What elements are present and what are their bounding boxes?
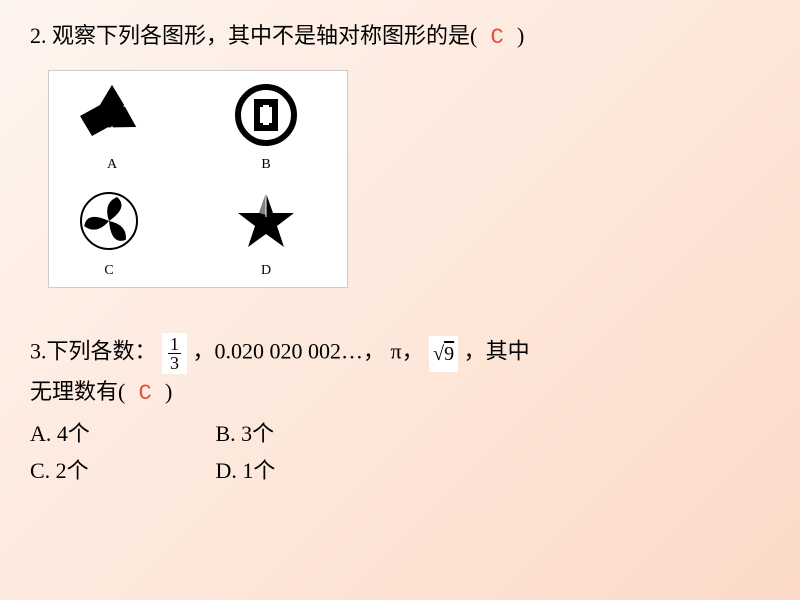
figure-b: B: [234, 83, 298, 173]
option-a: A. 4个: [30, 416, 210, 448]
q3-line2-suffix: ): [165, 379, 172, 404]
q3-options-row2: C. 2个 D. 1个: [30, 453, 770, 485]
q3-line2: 无理数有( C ): [30, 374, 770, 411]
q2-suffix: ): [517, 23, 524, 48]
q3-answer: C: [125, 381, 165, 406]
fraction-icon: 1 3: [162, 333, 187, 374]
figure-c: C: [77, 189, 141, 279]
figure-d: D: [234, 189, 298, 279]
fraction-den: 3: [168, 354, 181, 372]
figure-a-label: A: [77, 157, 147, 173]
q3-mid2: ，其中: [464, 339, 530, 364]
fraction-num: 1: [168, 335, 181, 354]
q2-prefix: 2. 观察下列各图形，其中不是轴对称图形的是(: [30, 23, 477, 48]
figure-c-label: C: [77, 263, 141, 279]
q3-mid1: ，0.020 020 002…， π，: [193, 339, 424, 364]
option-b: B. 3个: [216, 416, 396, 448]
option-d: D. 1个: [216, 453, 396, 485]
figure-d-label: D: [234, 263, 298, 279]
mitsubishi-icon: [77, 83, 147, 147]
q2-answer: C: [477, 25, 517, 50]
q3-line1: 3.下列各数： 1 3 ，0.020 020 002…， π， √9 ，其中: [30, 333, 770, 374]
spiral-icon: [77, 189, 141, 253]
question-2: 2. 观察下列各图形，其中不是轴对称图形的是( C ): [30, 18, 770, 55]
figure-a: A: [77, 83, 147, 173]
icbc-icon: [234, 83, 298, 147]
question-3: 3.下列各数： 1 3 ，0.020 020 002…， π， √9 ，其中 无…: [30, 333, 770, 485]
sqrt-value: 9: [444, 343, 454, 365]
sqrt-icon: √9: [429, 336, 458, 372]
figure-b-label: B: [234, 157, 298, 173]
option-c: C. 2个: [30, 453, 210, 485]
star-icon: [234, 189, 298, 253]
q3-line2-prefix: 无理数有(: [30, 379, 125, 404]
figure-box: A B C: [48, 70, 348, 288]
q3-options: A. 4个 B. 3个: [30, 416, 770, 448]
q3-prefix: 3.下列各数：: [30, 339, 157, 364]
